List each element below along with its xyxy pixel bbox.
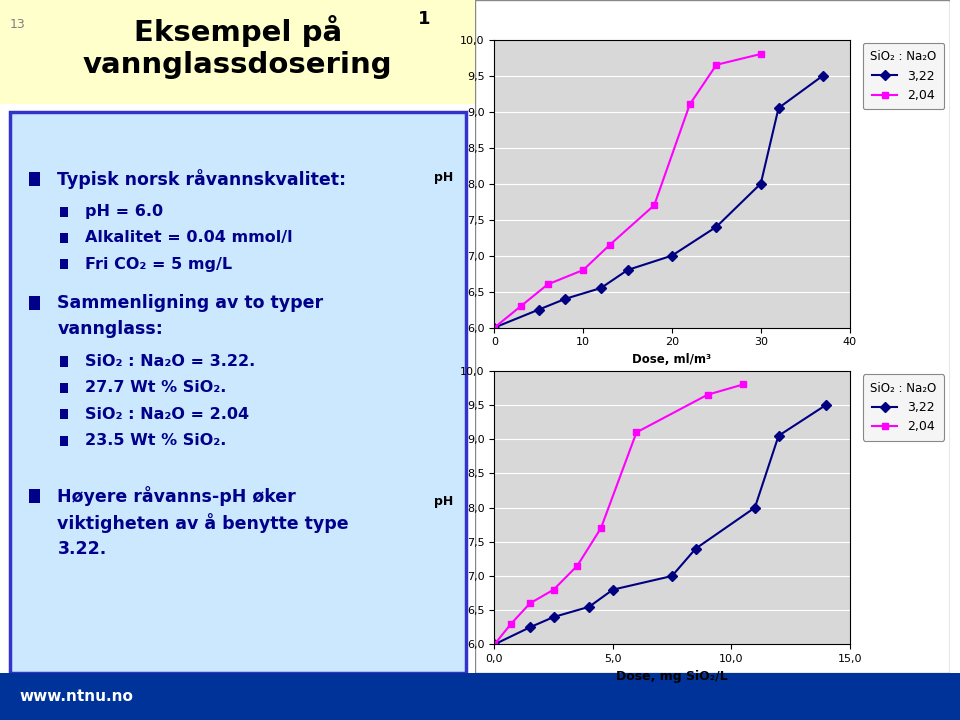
3,22 bbox=[524, 623, 536, 631]
3,22 bbox=[773, 431, 784, 440]
Text: 1: 1 bbox=[419, 10, 431, 28]
3,22 bbox=[773, 104, 784, 112]
Bar bbox=[60, 383, 68, 393]
Legend: 3,22, 2,04: 3,22, 2,04 bbox=[863, 374, 945, 441]
Text: Alkalitet = 0.04 mmol/l: Alkalitet = 0.04 mmol/l bbox=[84, 230, 293, 246]
2,04 bbox=[548, 585, 560, 594]
Line: 2,04: 2,04 bbox=[491, 50, 764, 331]
3,22 bbox=[749, 503, 760, 512]
3,22 bbox=[817, 71, 828, 80]
Text: SiO₂ : Na₂O = 2.04: SiO₂ : Na₂O = 2.04 bbox=[84, 407, 249, 422]
Y-axis label: pH: pH bbox=[434, 171, 453, 184]
2,04 bbox=[524, 599, 536, 608]
3,22 bbox=[533, 305, 544, 314]
3,22 bbox=[489, 323, 500, 332]
2,04 bbox=[684, 100, 695, 109]
2,04 bbox=[649, 201, 660, 210]
Text: 13: 13 bbox=[10, 18, 25, 31]
Bar bbox=[29, 490, 40, 503]
3,22 bbox=[690, 544, 702, 553]
Text: vannglass:: vannglass: bbox=[58, 320, 163, 338]
Text: viktigheten av å benytte type: viktigheten av å benytte type bbox=[58, 513, 349, 533]
Line: 2,04: 2,04 bbox=[491, 381, 747, 648]
2,04 bbox=[571, 562, 583, 570]
Text: Typisk norsk råvannskvalitet:: Typisk norsk råvannskvalitet: bbox=[58, 169, 347, 189]
Text: Fri CO₂ = 5 mg/L: Fri CO₂ = 5 mg/L bbox=[84, 257, 232, 272]
2,04 bbox=[516, 302, 527, 310]
2,04 bbox=[578, 266, 589, 274]
2,04 bbox=[604, 240, 615, 249]
Text: Sammenligning av to typer: Sammenligning av to typer bbox=[58, 294, 324, 312]
3,22 bbox=[548, 613, 560, 621]
2,04 bbox=[489, 640, 500, 649]
3,22 bbox=[666, 572, 678, 580]
2,04 bbox=[710, 60, 722, 69]
Line: 3,22: 3,22 bbox=[491, 72, 827, 331]
3,22 bbox=[820, 400, 831, 409]
Text: Høyere råvanns-pH øker: Høyere råvanns-pH øker bbox=[58, 486, 297, 506]
X-axis label: Dose, ml/m³: Dose, ml/m³ bbox=[633, 353, 711, 366]
Bar bbox=[60, 436, 68, 446]
Bar bbox=[60, 259, 68, 269]
Y-axis label: pH: pH bbox=[434, 495, 453, 508]
2,04 bbox=[489, 323, 500, 332]
Legend: 3,22, 2,04: 3,22, 2,04 bbox=[863, 43, 945, 109]
2,04 bbox=[702, 390, 713, 399]
3,22 bbox=[710, 222, 722, 231]
3,22 bbox=[584, 603, 595, 611]
X-axis label: Dose, mg SiO₂/L: Dose, mg SiO₂/L bbox=[616, 670, 728, 683]
Text: SiO₂ : Na₂O = 3.22.: SiO₂ : Na₂O = 3.22. bbox=[84, 354, 255, 369]
3,22 bbox=[595, 284, 607, 292]
3,22 bbox=[489, 640, 500, 649]
3,22 bbox=[666, 251, 678, 260]
Bar bbox=[29, 172, 40, 186]
Text: 3.22.: 3.22. bbox=[58, 540, 107, 558]
2,04 bbox=[756, 50, 767, 58]
Text: pH = 6.0: pH = 6.0 bbox=[84, 204, 163, 219]
Bar bbox=[60, 409, 68, 419]
Bar bbox=[29, 295, 40, 310]
Text: 27.7 Wt % SiO₂.: 27.7 Wt % SiO₂. bbox=[84, 380, 227, 395]
2,04 bbox=[631, 428, 642, 436]
Bar bbox=[60, 207, 68, 217]
Text: Eksempel på
vannglassdosering: Eksempel på vannglassdosering bbox=[83, 15, 393, 79]
Bar bbox=[60, 356, 68, 366]
3,22 bbox=[756, 179, 767, 188]
3,22 bbox=[607, 585, 618, 594]
2,04 bbox=[541, 280, 553, 289]
3,22 bbox=[560, 294, 571, 303]
3,22 bbox=[622, 266, 634, 274]
2,04 bbox=[737, 380, 749, 389]
Text: www.ntnu.no: www.ntnu.no bbox=[19, 689, 133, 704]
Bar bbox=[60, 233, 68, 243]
Line: 3,22: 3,22 bbox=[491, 402, 829, 648]
2,04 bbox=[595, 524, 607, 533]
FancyBboxPatch shape bbox=[10, 112, 466, 673]
2,04 bbox=[505, 619, 516, 628]
Text: 23.5 Wt % SiO₂.: 23.5 Wt % SiO₂. bbox=[84, 433, 227, 448]
